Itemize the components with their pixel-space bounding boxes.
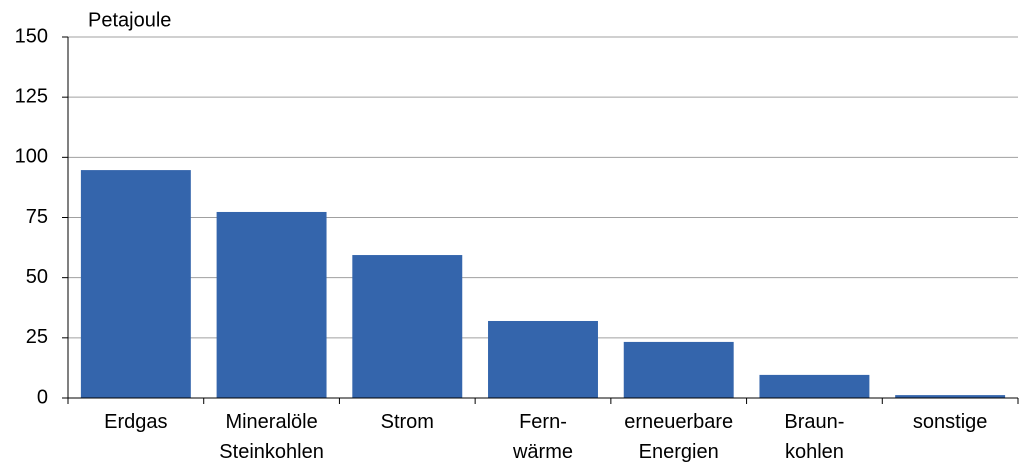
y-tick-label: 0	[37, 386, 48, 408]
x-tick-label: Fern-wärme	[512, 411, 573, 463]
y-tick-label: 75	[26, 206, 48, 228]
bar	[895, 395, 1006, 398]
bar	[216, 211, 327, 398]
x-tick-label: erneuerbare Energien	[624, 411, 733, 463]
bar	[488, 320, 598, 398]
y-tick-label: 25	[26, 326, 48, 348]
x-tick-label-line: Erdgas	[104, 411, 167, 433]
x-tick-label: Mineralöle Steinkohlen	[219, 411, 324, 463]
x-tick-label-line: Steinkohlen	[219, 441, 324, 463]
x-tick-label: Strom	[381, 411, 434, 433]
x-tick-label: Braun-kohlen	[784, 411, 844, 463]
bar	[80, 170, 191, 398]
x-tick-label-line: erneuerbare	[624, 411, 733, 433]
y-tick-label: 50	[26, 266, 48, 288]
x-tick-label: sonstige	[913, 411, 988, 433]
x-tick-label-line: Energien	[639, 441, 719, 463]
x-tick-label-line: Braun-	[784, 411, 844, 433]
y-tick-label: 100	[15, 146, 48, 168]
y-tick-label: 125	[15, 85, 48, 107]
y-tick-label: 150	[15, 25, 48, 47]
bar	[759, 374, 870, 398]
bar	[352, 255, 463, 398]
x-tick-label-line: sonstige	[913, 411, 988, 433]
x-tick-label-line: Mineralöle	[225, 411, 317, 433]
y-axis-title: Petajoule	[88, 9, 171, 31]
bar	[623, 341, 734, 398]
x-tick-label-line: wärme	[512, 441, 573, 463]
x-tick-label-line: Strom	[381, 411, 434, 433]
x-tick-label-line: Fern-	[519, 411, 567, 433]
x-tick-label: Erdgas	[104, 411, 167, 433]
x-tick-label-line: kohlen	[785, 441, 844, 463]
